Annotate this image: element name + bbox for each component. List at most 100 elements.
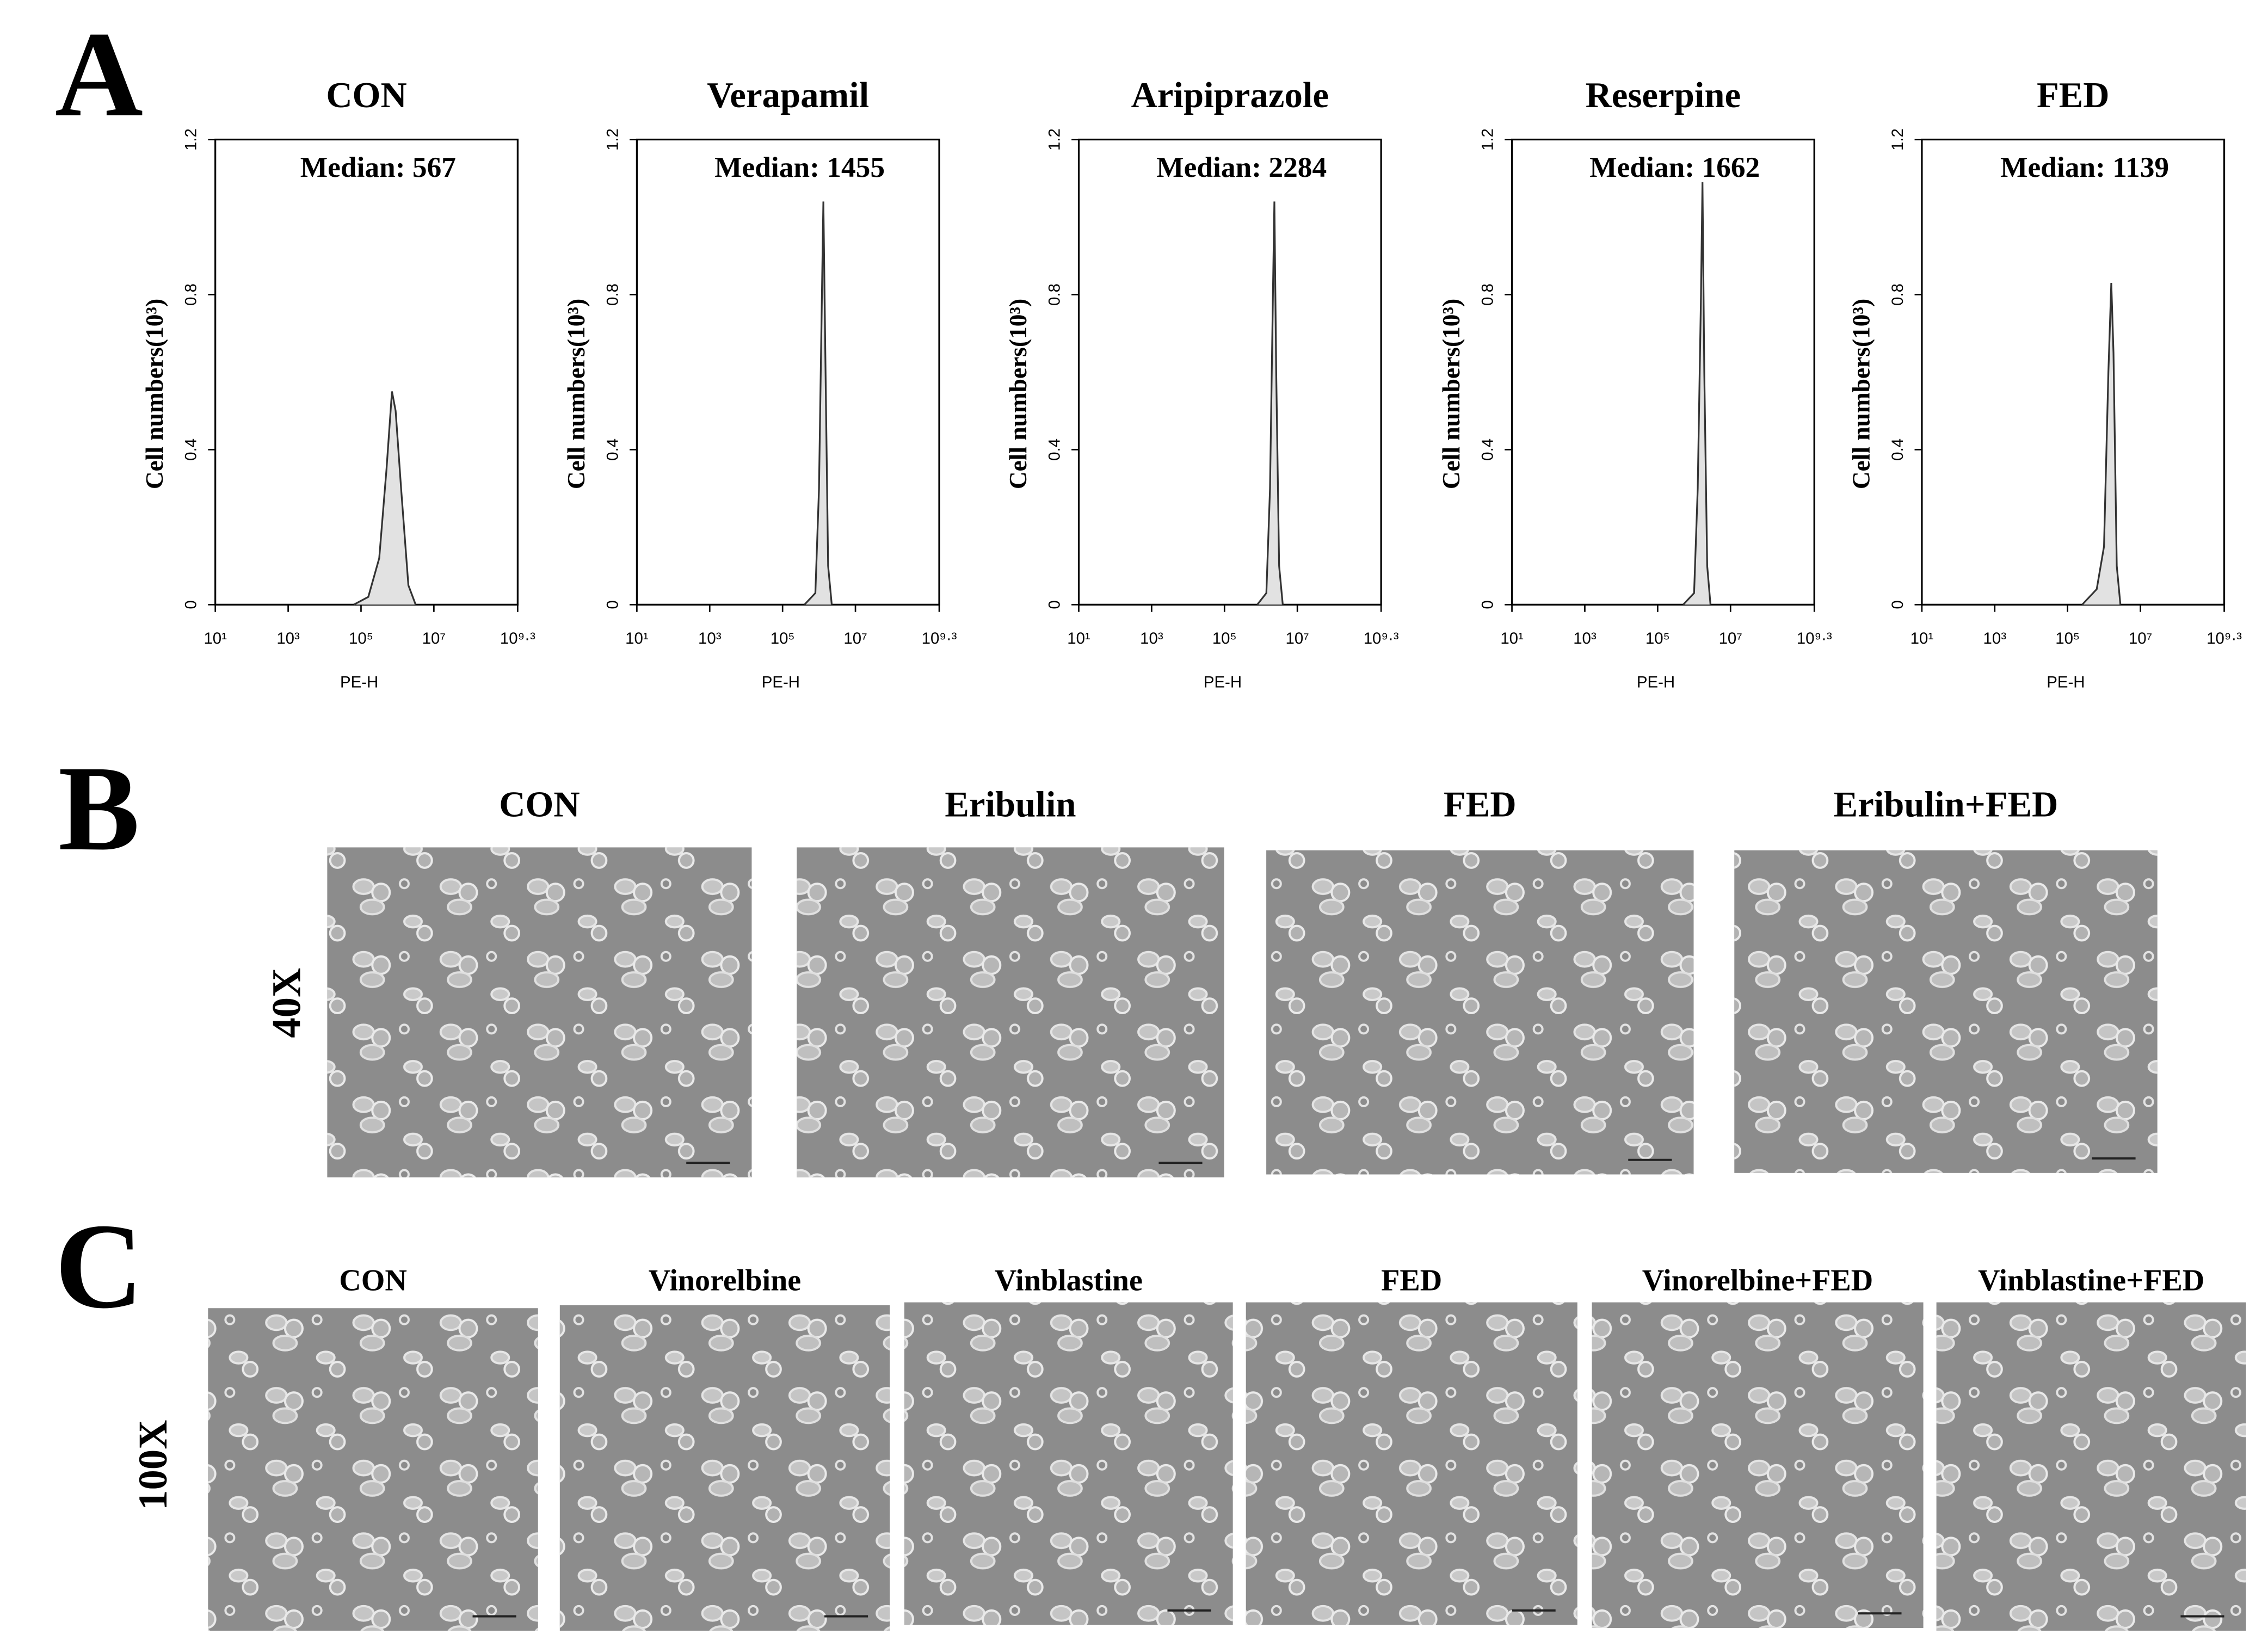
- x-axis-label: PE-H: [1637, 673, 1675, 691]
- chart-title: CON: [326, 75, 406, 115]
- y-axis-label: Cell numbers(10³): [1438, 299, 1465, 489]
- y-axis-label: Cell numbers(10³): [1847, 299, 1875, 489]
- panel-label: A: [55, 7, 143, 142]
- x-tick-label: 10¹: [625, 630, 649, 647]
- x-tick-label: 10⁹·³: [1364, 630, 1399, 647]
- x-tick-label: 10⁷: [422, 630, 446, 647]
- micrograph-cells: [559, 1305, 890, 1631]
- annotation: Median: 1662: [1589, 151, 1760, 183]
- x-tick-label: 10⁷: [1286, 630, 1309, 647]
- x-tick-label: 10⁵: [1212, 630, 1237, 647]
- histograms: CON Median: 567 Cell numbers(10³) PE-H 0 0.4 0…: [141, 75, 2242, 691]
- plot-frame: [1921, 138, 2226, 606]
- x-tick-label: 10¹: [204, 630, 227, 647]
- micrograph-cells: [1734, 850, 2158, 1173]
- y-tick-label: 0.4: [1889, 439, 1907, 461]
- micrograph-cells: [1936, 1302, 2246, 1631]
- y-tick-label: 0: [1479, 600, 1497, 609]
- y-tick-label: 0: [1889, 600, 1907, 609]
- x-tick-label: 10³: [1573, 630, 1597, 647]
- histogram: [2081, 282, 2122, 606]
- y-tick-label: 1.2: [182, 128, 200, 151]
- x-axis-label: PE-H: [1204, 673, 1242, 691]
- x-tick-label: 10⁹·³: [2207, 630, 2242, 647]
- image-title: Vinorelbine+FED: [1642, 1264, 1873, 1298]
- chart-title: FED: [2037, 75, 2110, 115]
- y-tick-label: 0: [603, 600, 621, 609]
- micrograph-cells: [1592, 1302, 1924, 1628]
- x-tick-label: 10⁵: [349, 630, 373, 647]
- micrograph-cells: [1266, 850, 1694, 1175]
- annotation: Median: 567: [300, 151, 456, 183]
- y-tick-label: 0: [1046, 600, 1064, 609]
- image-title: Vinblastine: [995, 1264, 1143, 1298]
- y-tick-label: 0.8: [1889, 283, 1907, 306]
- y-tick-label: 0.8: [603, 283, 621, 306]
- x-tick-label: 10¹: [1500, 630, 1524, 647]
- image-title: FED: [1444, 785, 1517, 825]
- x-axis-label: PE-H: [2047, 673, 2085, 691]
- histogram: [1682, 182, 1712, 606]
- y-axis-label: Cell numbers(10³): [563, 299, 590, 489]
- x-tick-label: 10⁹·³: [1797, 630, 1832, 647]
- x-tick-label: 10⁹·³: [922, 630, 957, 647]
- panel-label: B: [58, 741, 140, 876]
- y-tick-label: 0.8: [1046, 283, 1064, 306]
- y-tick-label: 1.2: [603, 128, 621, 151]
- x-tick-label: 10³: [276, 630, 300, 647]
- x-tick-label: 10⁷: [1719, 630, 1742, 647]
- micrograph-cells: [208, 1308, 538, 1631]
- image-title: Eribulin: [945, 785, 1076, 825]
- histogram: [1256, 201, 1284, 606]
- y-tick-label: 0.4: [182, 439, 200, 461]
- x-tick-label: 10¹: [1067, 630, 1090, 647]
- image-title: Vinblastine+FED: [1978, 1264, 2204, 1298]
- plot-frame: [1511, 138, 1815, 606]
- x-tick-label: 10³: [1140, 630, 1163, 647]
- x-tick-label: 10⁵: [771, 630, 795, 647]
- y-tick-label: 0.8: [1479, 283, 1497, 306]
- y-tick-label: 1.2: [1479, 128, 1497, 151]
- y-tick-label: 1.2: [1046, 128, 1064, 151]
- x-tick-label: 10⁹·³: [500, 630, 535, 647]
- micrograph-cells: [904, 1302, 1233, 1625]
- annotation: Median: 1455: [714, 151, 885, 183]
- annotation: Median: 1139: [2000, 151, 2169, 183]
- micrograph-cells: [1246, 1302, 1577, 1625]
- y-tick-label: 0.4: [603, 439, 621, 461]
- y-tick-label: 0.8: [182, 283, 200, 306]
- x-tick-label: 10⁵: [2055, 630, 2080, 647]
- y-axis-label: Cell numbers(10³): [1004, 299, 1032, 489]
- x-tick-label: 10³: [698, 630, 722, 647]
- image-title: CON: [499, 785, 580, 825]
- panel-label: C: [55, 1198, 143, 1334]
- magnification: 100X: [131, 1420, 176, 1510]
- plot-frame: [1077, 138, 1382, 606]
- image-title: Eribulin+FED: [1834, 785, 2059, 825]
- histogram: [353, 391, 417, 606]
- x-tick-label: 10⁷: [2129, 630, 2152, 647]
- image-title: FED: [1381, 1264, 1442, 1298]
- micrographs: CON Eribulin FED Eribulin+FED CON Vinorelbine…: [208, 785, 2246, 1631]
- y-tick-label: 0.4: [1046, 439, 1064, 461]
- micrograph-cells: [797, 847, 1224, 1177]
- x-tick-label: 10³: [1983, 630, 2007, 647]
- y-tick-label: 0.4: [1479, 439, 1497, 461]
- magnification: 40X: [264, 968, 310, 1038]
- image-title: CON: [339, 1264, 407, 1298]
- image-title: Vinorelbine: [649, 1264, 801, 1298]
- chart-title: Aripiprazole: [1131, 75, 1329, 115]
- micrograph-cells: [327, 847, 752, 1177]
- plot-frame: [636, 138, 940, 606]
- x-tick-label: 10⁷: [843, 630, 867, 647]
- x-tick-label: 10⁵: [1645, 630, 1670, 647]
- x-axis-label: PE-H: [762, 673, 800, 691]
- plot-frame: [214, 138, 519, 606]
- annotation: Median: 2284: [1156, 151, 1327, 183]
- chart-title: Verapamil: [707, 75, 869, 115]
- x-tick-label: 10¹: [1910, 630, 1934, 647]
- y-tick-label: 0: [182, 600, 200, 609]
- y-tick-label: 1.2: [1889, 128, 1907, 151]
- y-axis-label: Cell numbers(10³): [141, 299, 168, 489]
